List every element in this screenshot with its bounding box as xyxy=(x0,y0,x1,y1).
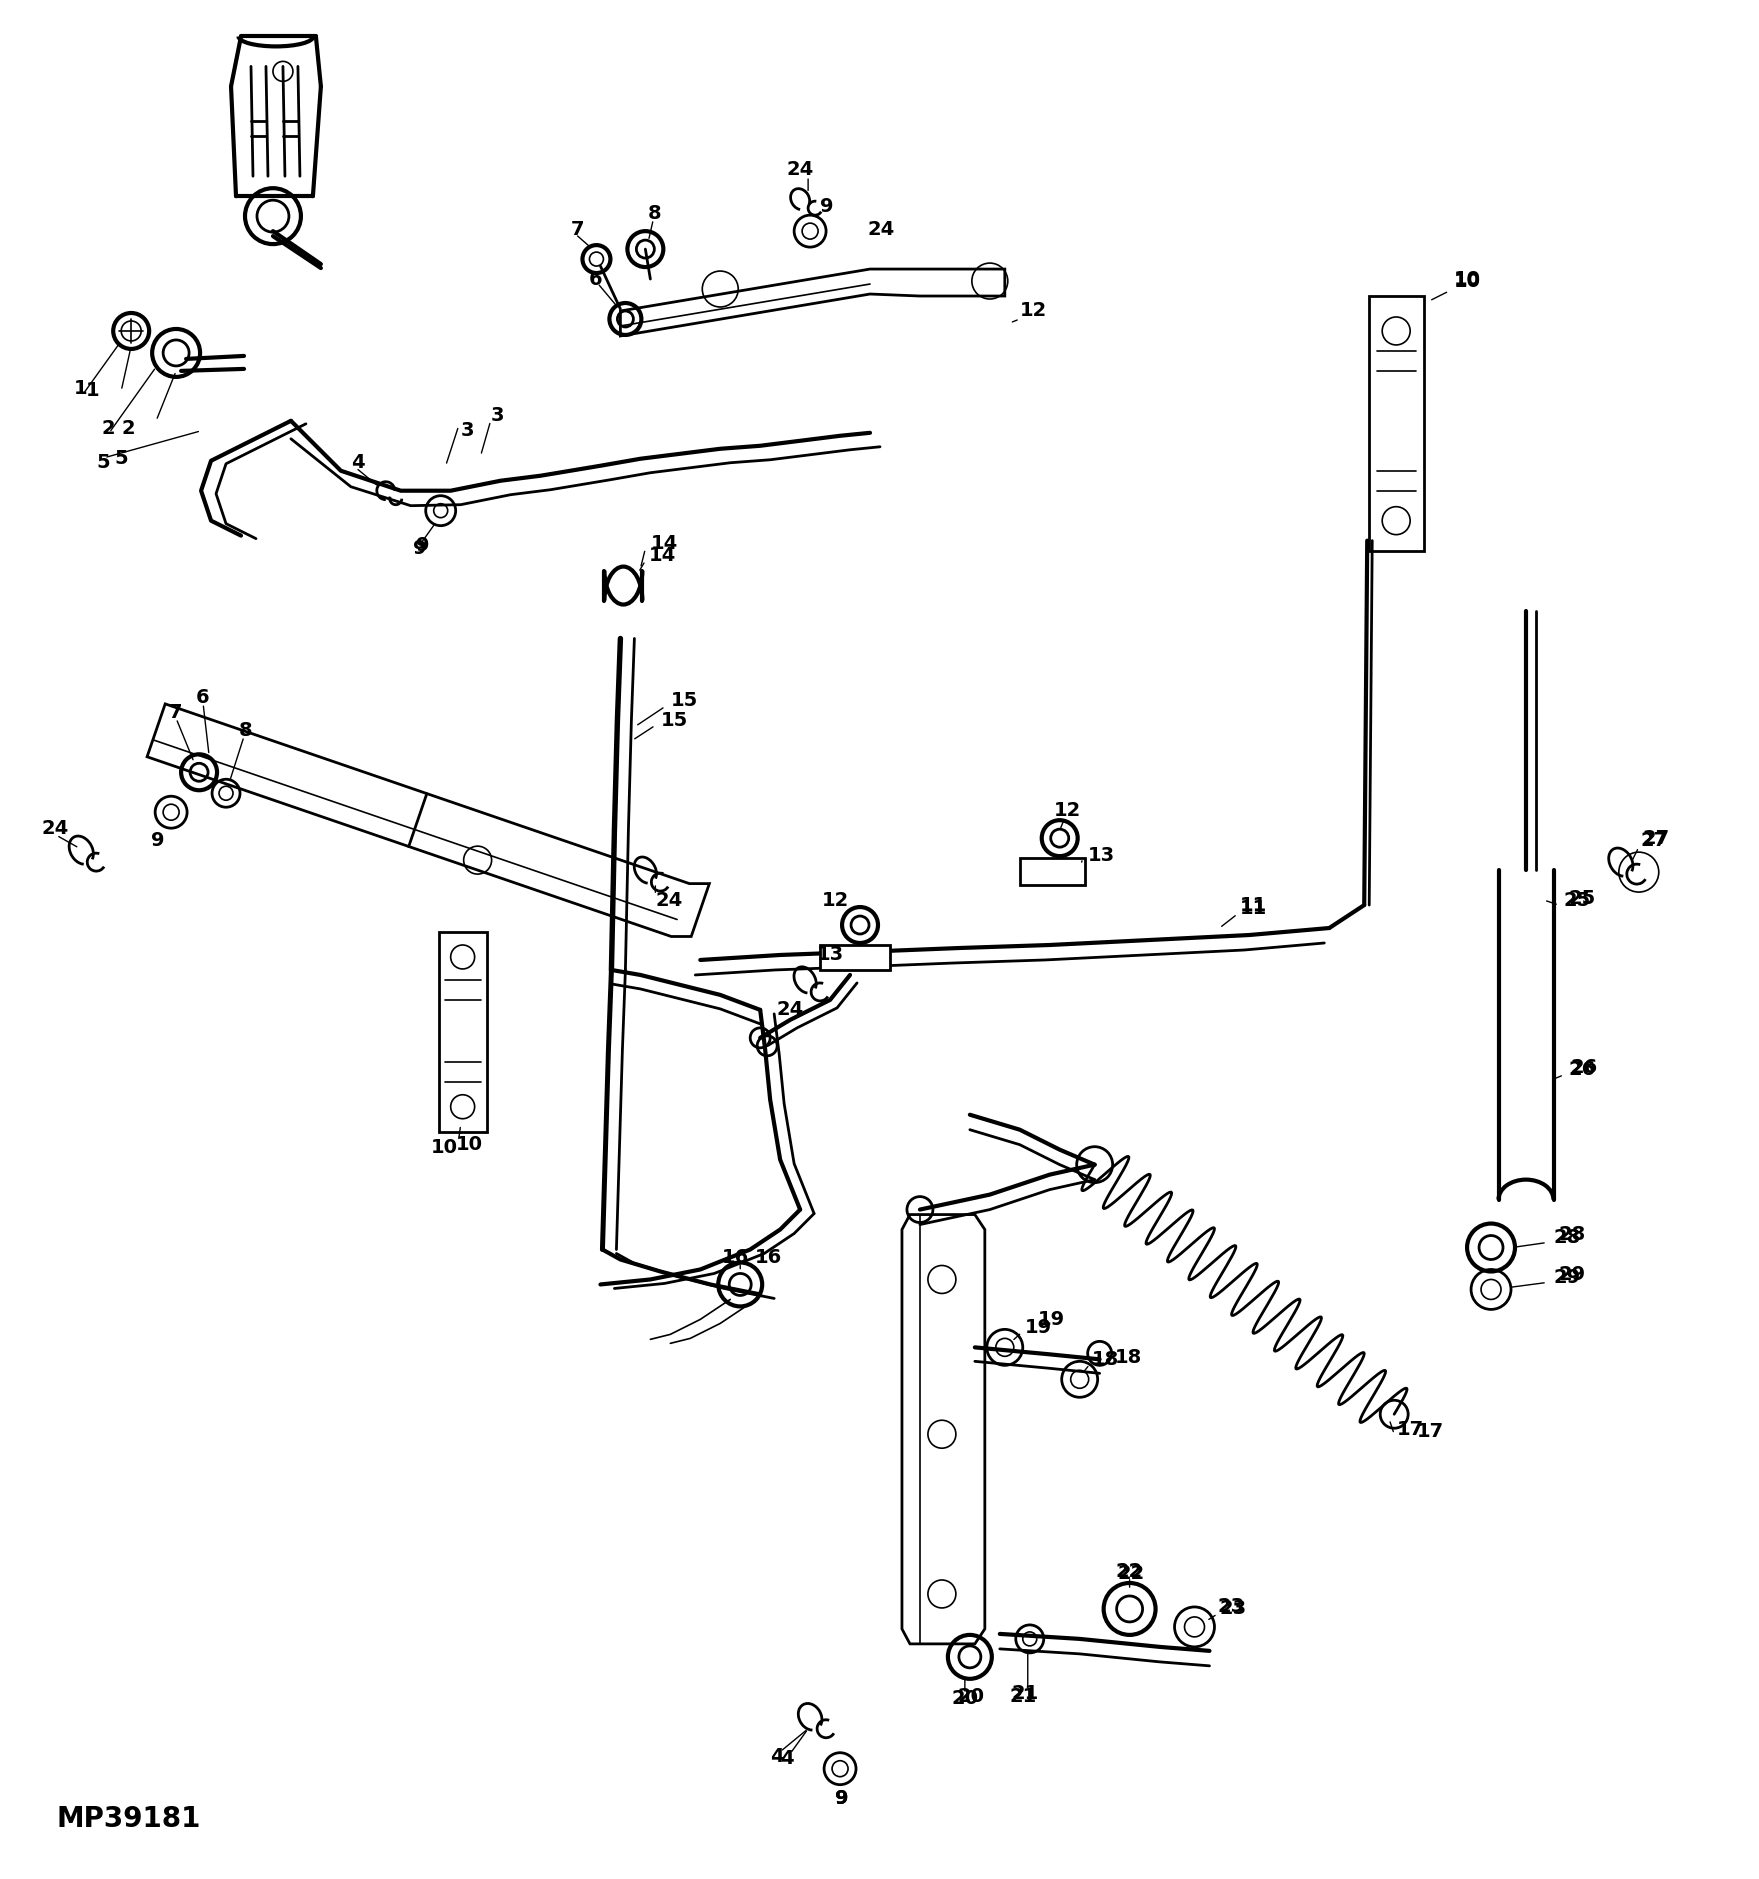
Text: 20: 20 xyxy=(959,1687,985,1706)
Text: 18: 18 xyxy=(1115,1347,1142,1366)
Text: 10: 10 xyxy=(1455,269,1481,289)
Text: 10: 10 xyxy=(431,1139,457,1157)
Text: 19: 19 xyxy=(1038,1310,1064,1328)
Text: 21: 21 xyxy=(1011,1684,1038,1702)
Text: 7: 7 xyxy=(570,220,584,239)
Polygon shape xyxy=(621,269,1004,336)
Text: 4: 4 xyxy=(770,1747,785,1766)
Text: 24: 24 xyxy=(867,220,895,239)
Text: 5: 5 xyxy=(97,453,109,472)
Text: 16: 16 xyxy=(755,1248,783,1266)
Polygon shape xyxy=(148,705,709,936)
Text: 3: 3 xyxy=(491,406,505,425)
Text: 28: 28 xyxy=(1553,1229,1581,1248)
Text: 1: 1 xyxy=(86,381,100,400)
Text: 26: 26 xyxy=(1569,1060,1595,1079)
Text: 17: 17 xyxy=(1397,1421,1425,1439)
Text: 3: 3 xyxy=(461,421,475,440)
Text: 8: 8 xyxy=(647,203,661,222)
Text: 16: 16 xyxy=(721,1248,749,1266)
Text: 1: 1 xyxy=(74,380,88,398)
Text: 29: 29 xyxy=(1558,1265,1587,1283)
Text: 19: 19 xyxy=(1025,1317,1052,1336)
Text: 7: 7 xyxy=(169,703,183,722)
Text: 25: 25 xyxy=(1569,889,1595,908)
Text: 26: 26 xyxy=(1571,1058,1599,1077)
Text: 25: 25 xyxy=(1564,891,1592,909)
Text: 23: 23 xyxy=(1217,1597,1245,1616)
Text: 24: 24 xyxy=(40,819,69,838)
Text: 24: 24 xyxy=(776,1000,804,1020)
Text: 13: 13 xyxy=(816,945,844,964)
Text: 9: 9 xyxy=(820,197,834,216)
Text: 2: 2 xyxy=(121,419,135,438)
Polygon shape xyxy=(820,945,890,970)
Text: 29: 29 xyxy=(1553,1268,1581,1287)
Text: 24: 24 xyxy=(656,891,682,909)
Text: 12: 12 xyxy=(821,891,848,909)
Text: 10: 10 xyxy=(456,1135,482,1154)
Text: 12: 12 xyxy=(1020,301,1047,321)
Text: 6: 6 xyxy=(589,269,602,289)
Text: 10: 10 xyxy=(1455,272,1481,291)
Text: 13: 13 xyxy=(1087,846,1115,864)
Text: 17: 17 xyxy=(1418,1422,1444,1441)
Text: 15: 15 xyxy=(660,710,688,729)
Text: 24: 24 xyxy=(786,160,814,179)
Text: 22: 22 xyxy=(1115,1561,1143,1580)
Text: MP39181: MP39181 xyxy=(56,1804,201,1832)
Polygon shape xyxy=(902,1214,985,1644)
Text: 11: 11 xyxy=(1240,896,1266,915)
Text: 9: 9 xyxy=(151,831,165,849)
Text: 22: 22 xyxy=(1117,1565,1145,1584)
Polygon shape xyxy=(1369,297,1425,551)
Text: 27: 27 xyxy=(1641,831,1668,849)
Text: 11: 11 xyxy=(1240,898,1266,917)
Text: 8: 8 xyxy=(239,722,253,740)
Text: 9: 9 xyxy=(415,536,429,554)
Text: 23: 23 xyxy=(1219,1599,1247,1618)
Text: 28: 28 xyxy=(1558,1225,1587,1244)
Text: 14: 14 xyxy=(649,547,675,566)
Text: 21: 21 xyxy=(1010,1687,1038,1706)
Text: 6: 6 xyxy=(195,688,209,707)
Text: 5: 5 xyxy=(114,449,128,468)
Text: 9: 9 xyxy=(413,539,426,558)
Text: 9: 9 xyxy=(836,1789,850,1808)
Text: 27: 27 xyxy=(1643,829,1669,847)
Polygon shape xyxy=(438,932,487,1131)
Polygon shape xyxy=(1020,859,1085,885)
Text: 4: 4 xyxy=(781,1749,793,1768)
Text: 2: 2 xyxy=(102,419,114,438)
Text: 12: 12 xyxy=(1054,800,1082,819)
Text: 15: 15 xyxy=(670,691,698,710)
Text: 4: 4 xyxy=(350,453,364,472)
Text: 9: 9 xyxy=(836,1789,848,1808)
Text: 18: 18 xyxy=(1092,1349,1119,1368)
Text: 20: 20 xyxy=(952,1689,978,1708)
Text: 14: 14 xyxy=(651,534,677,552)
